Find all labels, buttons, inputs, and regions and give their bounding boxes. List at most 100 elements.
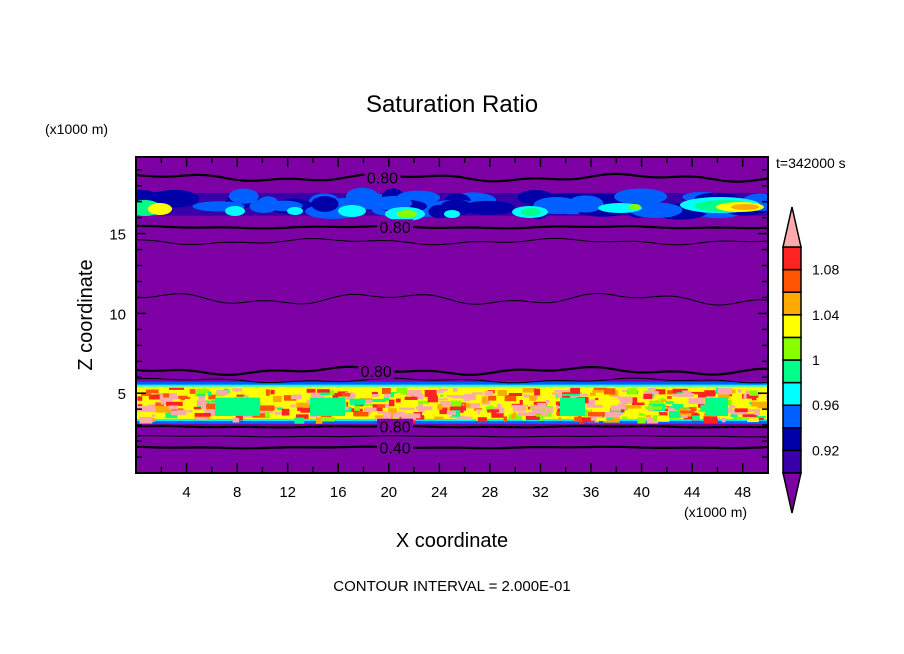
lower-band-cell bbox=[529, 395, 536, 401]
lower-band-cell bbox=[206, 403, 216, 410]
lower-band-cell bbox=[215, 397, 260, 416]
lower-band-cell bbox=[622, 389, 629, 392]
lower-band-cell bbox=[187, 410, 193, 413]
lower-band-cell bbox=[143, 406, 156, 413]
lower-band-cell bbox=[341, 392, 351, 397]
lower-band-cell bbox=[691, 391, 707, 398]
lower-band-cell bbox=[747, 417, 759, 423]
lower-band-cell bbox=[482, 396, 488, 403]
x-tick-label: 24 bbox=[431, 484, 448, 501]
lower-band-cell bbox=[353, 412, 369, 417]
lower-band-cell bbox=[401, 403, 412, 409]
lower-band-cell bbox=[734, 408, 748, 413]
lower-band-cell bbox=[641, 409, 659, 414]
lower-band-cell bbox=[468, 403, 481, 408]
lower-band-cell bbox=[198, 394, 206, 402]
upper-band-blob bbox=[249, 199, 279, 214]
lower-band-cell bbox=[672, 388, 688, 393]
lower-band-cell bbox=[531, 409, 544, 414]
upper-band-core bbox=[397, 210, 417, 218]
lower-band-cell bbox=[153, 413, 161, 419]
lower-band-cell bbox=[354, 404, 364, 407]
chart-title: Saturation Ratio bbox=[366, 91, 538, 118]
x-axis-label: X coordinate bbox=[396, 530, 508, 552]
lower-band-cell bbox=[555, 401, 564, 406]
x-tick-label: 28 bbox=[482, 484, 499, 501]
lower-band-cell bbox=[300, 408, 316, 413]
x-tick-label: 12 bbox=[279, 484, 296, 501]
lower-band-cell bbox=[216, 390, 229, 395]
lower-band-cell bbox=[155, 402, 164, 409]
lower-band-cell bbox=[371, 391, 378, 396]
colorbar-box bbox=[782, 404, 802, 429]
lower-band-cell bbox=[443, 390, 449, 394]
colorbar-box bbox=[782, 359, 802, 384]
lower-band-cell bbox=[728, 404, 735, 409]
lower-band-cell bbox=[698, 409, 709, 412]
lower-band-cell bbox=[272, 395, 282, 403]
contour-line bbox=[136, 172, 768, 183]
lower-band-cell bbox=[556, 392, 563, 398]
lower-band-cell bbox=[395, 396, 401, 403]
lower-band-cell bbox=[539, 415, 544, 421]
contour-label: 0.80 bbox=[380, 420, 411, 437]
lower-band-cell bbox=[508, 392, 523, 397]
x-tick-label: 32 bbox=[532, 484, 549, 501]
lower-band-cell bbox=[452, 410, 461, 417]
lower-band-cell bbox=[488, 395, 497, 401]
lower-band-cell bbox=[586, 404, 603, 408]
lower-band-cell bbox=[504, 407, 513, 414]
lower-band-cell bbox=[537, 404, 547, 409]
y-unit-label: (x1000 m) bbox=[45, 121, 108, 137]
lower-band-cell bbox=[749, 390, 758, 396]
lower-band-cell bbox=[349, 408, 355, 412]
colorbar-box bbox=[782, 381, 802, 406]
lower-band-cell bbox=[157, 406, 172, 413]
lower-band-cell bbox=[667, 395, 672, 399]
plot-frame bbox=[135, 156, 769, 474]
lower-band-cell bbox=[439, 394, 444, 397]
lower-band-cell bbox=[682, 412, 694, 417]
upper-band-blob bbox=[228, 188, 259, 204]
lower-band-cell bbox=[249, 394, 258, 400]
lower-band-cell bbox=[730, 413, 738, 417]
lower-band-cell bbox=[511, 403, 523, 406]
lower-band-cell bbox=[193, 406, 204, 410]
lower-band-cell bbox=[255, 409, 273, 414]
lower-band-cell bbox=[310, 392, 324, 398]
lower-band-cell bbox=[496, 403, 502, 411]
colorbar: 1.08 1.04 1 0.96 0.92 bbox=[782, 206, 839, 514]
colorbar-box bbox=[782, 291, 802, 316]
lower-band-cell bbox=[197, 394, 206, 397]
lower-band-cell bbox=[737, 389, 742, 393]
lower-band-cell bbox=[332, 392, 346, 400]
lower-band-cell bbox=[452, 387, 458, 392]
lower-band-cell bbox=[207, 391, 212, 396]
lower-band-cell bbox=[519, 399, 523, 407]
upper-band-blob bbox=[461, 200, 516, 215]
lower-band-cell bbox=[141, 393, 152, 396]
lower-band-cell bbox=[562, 393, 580, 396]
lower-band-cell bbox=[730, 389, 736, 394]
lower-band-cell bbox=[440, 401, 454, 407]
lower-band-cell bbox=[437, 398, 448, 401]
lower-band-cell bbox=[388, 399, 395, 407]
lower-band-cell bbox=[621, 416, 628, 419]
lower-band-cell bbox=[583, 411, 588, 417]
lower-band-cell bbox=[235, 414, 243, 421]
lower-band-cell bbox=[471, 392, 484, 395]
lower-band-cell bbox=[456, 416, 473, 420]
lower-band-cell bbox=[522, 414, 526, 421]
lower-band-cell bbox=[522, 387, 537, 393]
lower-band-cell bbox=[497, 390, 507, 396]
lower-band-cell bbox=[680, 393, 694, 398]
lower-band-cell bbox=[610, 405, 619, 411]
lower-band-cell bbox=[487, 409, 500, 413]
lower-band-cell bbox=[195, 417, 207, 420]
lower-band-cell bbox=[160, 400, 164, 405]
lower-band-cell bbox=[439, 407, 448, 415]
lower-band-cell bbox=[619, 396, 633, 404]
lower-band-cell bbox=[159, 394, 174, 401]
lower-band-cell bbox=[270, 389, 275, 395]
lower-band-cell bbox=[178, 395, 188, 400]
